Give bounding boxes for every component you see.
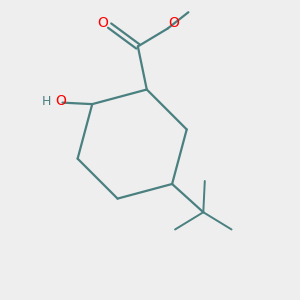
Text: O: O — [56, 94, 67, 108]
Text: O: O — [97, 16, 108, 30]
Text: H: H — [41, 95, 51, 108]
Text: O: O — [169, 16, 180, 30]
